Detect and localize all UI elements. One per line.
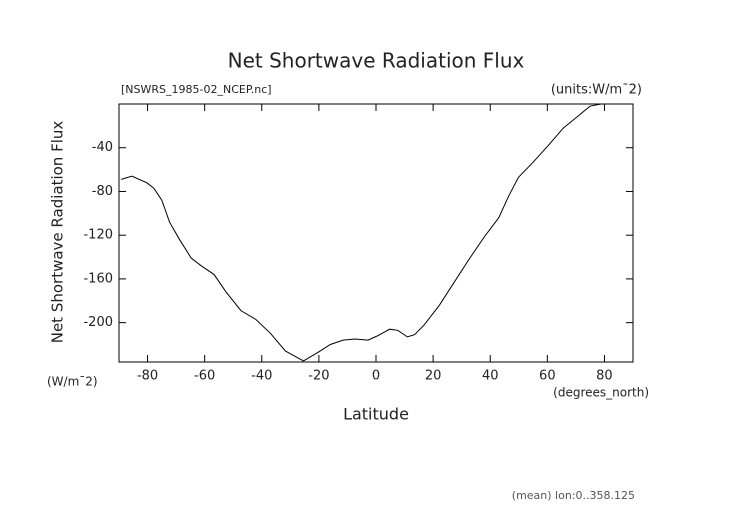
- x-tick-label: -80: [137, 369, 158, 384]
- y-unit-label: (W/m¯2): [47, 375, 98, 389]
- x-tick-label: 20: [425, 369, 442, 384]
- x-tick-label: 0: [372, 369, 380, 384]
- y-tick-label: -160: [83, 271, 113, 286]
- x-tick-label: -40: [251, 369, 272, 384]
- file-label: [NSWRS_1985-02_NCEP.nc]: [121, 83, 272, 96]
- line: [120, 103, 602, 362]
- x-tick-label: 80: [596, 369, 613, 384]
- plot-frame: [118, 103, 634, 363]
- y-axis-label: Net Shortwave Radiation Flux: [49, 121, 67, 344]
- x-axis-label: Latitude: [343, 405, 409, 424]
- y-tick-label: -80: [92, 184, 113, 199]
- y-tick-label: -120: [83, 228, 113, 243]
- x-tick-label: -20: [308, 369, 329, 384]
- x-unit-label: (degrees_north): [553, 386, 649, 400]
- y-tick-label: -200: [83, 315, 113, 330]
- y-tick-label: -40: [92, 140, 113, 155]
- units-label: (units:W/m¯2): [551, 83, 642, 98]
- x-tick-label: -60: [194, 369, 215, 384]
- chart-title: Net Shortwave Radiation Flux: [228, 49, 525, 73]
- x-tick-label: 60: [539, 369, 556, 384]
- x-tick-label: 40: [482, 369, 499, 384]
- footnote: (mean) lon:0..358.125: [512, 489, 635, 502]
